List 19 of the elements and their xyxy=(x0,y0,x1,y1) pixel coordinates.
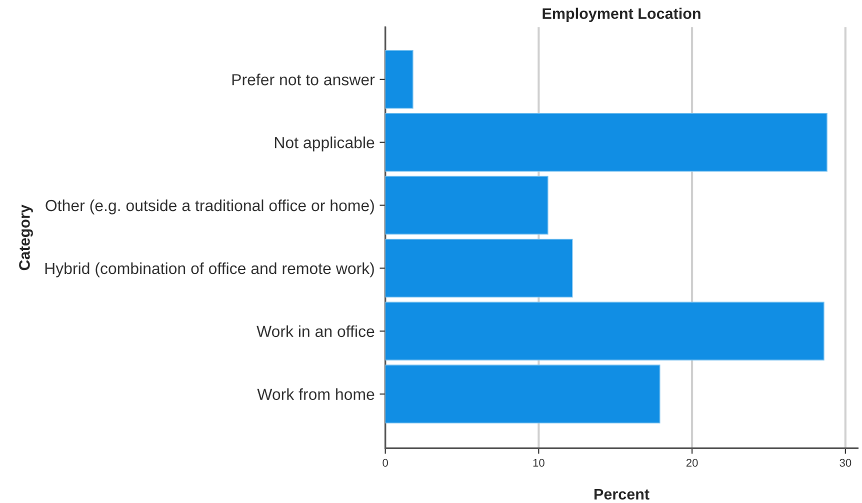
y-tick-label: Other (e.g. outside a traditional office or home) xyxy=(46,199,374,214)
y-tick-label: Work from home xyxy=(257,388,374,400)
x-tick-label: 10 xyxy=(533,458,544,467)
bar xyxy=(385,302,824,360)
bar xyxy=(385,176,548,235)
x-tick-label: 30 xyxy=(840,458,852,467)
x-tick-label: 20 xyxy=(686,458,698,467)
x-axis-title: Percent xyxy=(594,488,650,500)
bar xyxy=(385,364,660,424)
y-tick-label: Work in an office xyxy=(256,325,374,338)
bar xyxy=(385,238,573,298)
y-axis-title: Category xyxy=(19,204,33,270)
y-tick-label: Prefer not to answer xyxy=(232,74,375,86)
bar xyxy=(385,112,828,172)
y-tick-label: Not applicable xyxy=(274,136,374,152)
y-tick-label: Hybrid (combination of office and remote work) xyxy=(45,262,374,278)
chart-title: Employment Location xyxy=(542,8,700,22)
x-tick-label: 0 xyxy=(382,458,388,467)
bar xyxy=(385,50,414,109)
